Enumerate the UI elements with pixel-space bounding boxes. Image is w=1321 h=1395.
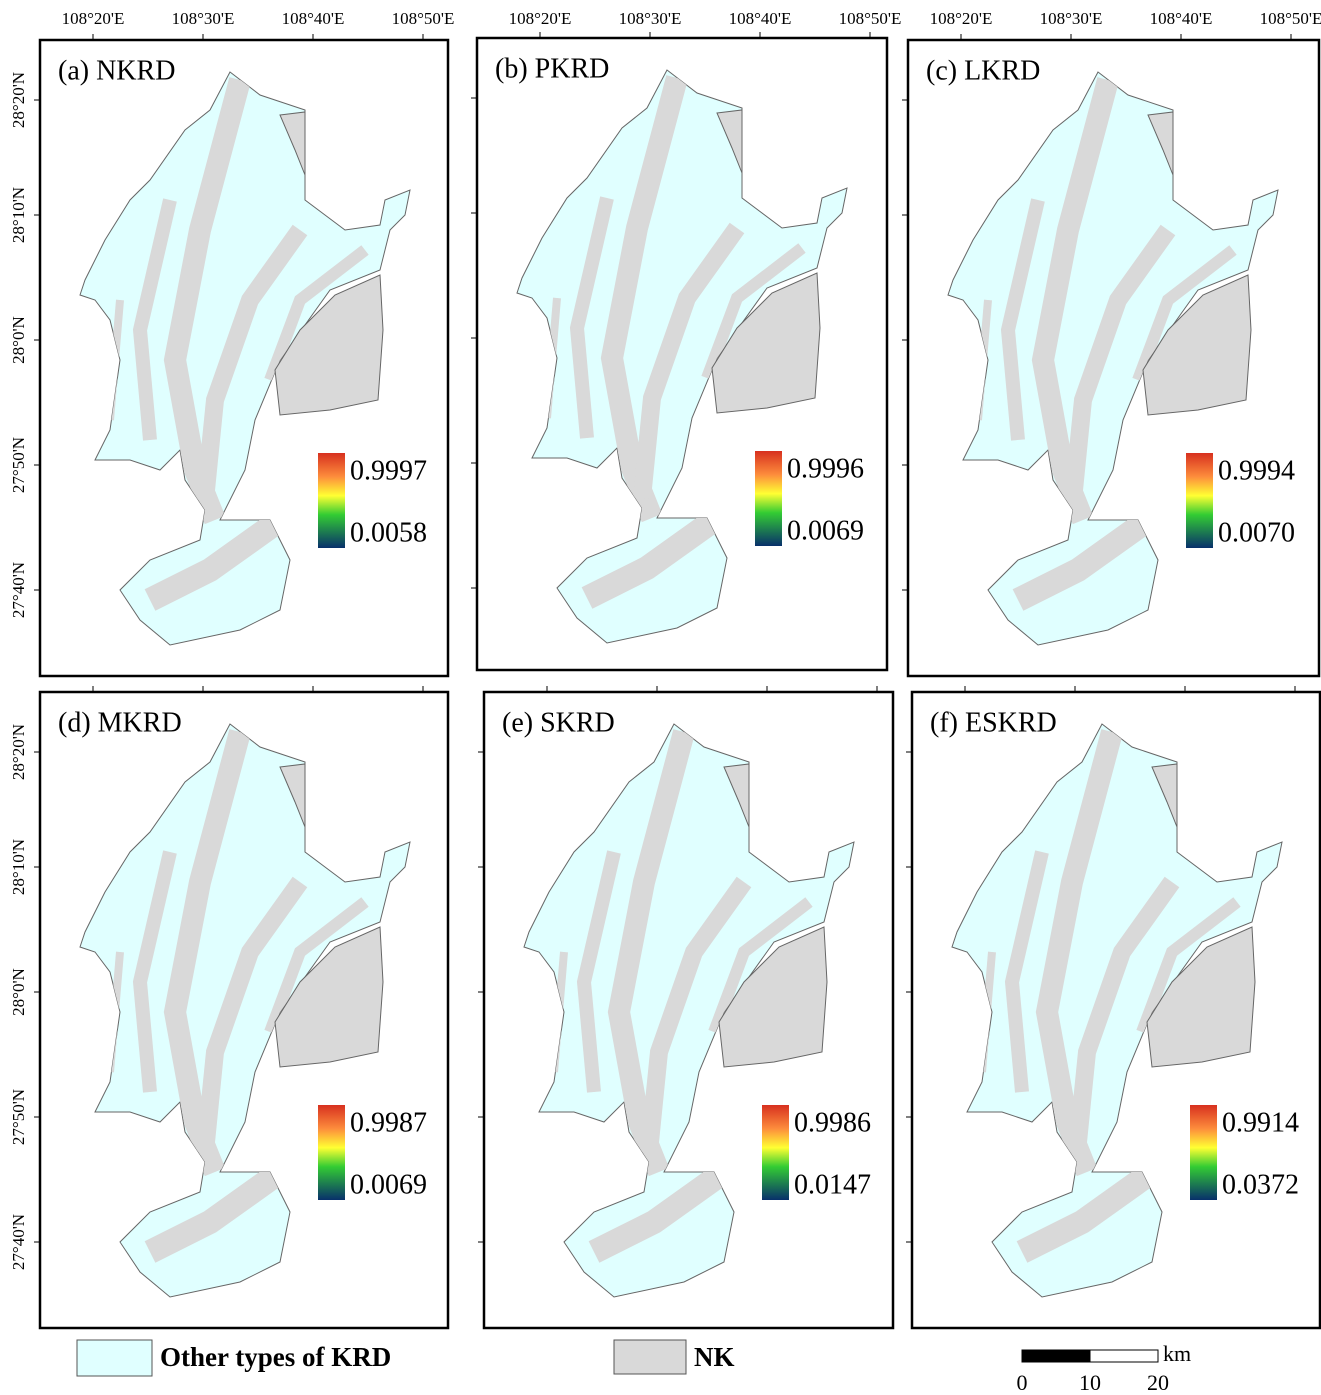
ramp-max: 0.9987	[350, 1107, 427, 1138]
lon-label: 108°50'E	[392, 9, 455, 28]
region-map	[524, 724, 854, 1297]
scale-unit: km	[1163, 1341, 1191, 1366]
lon-label: 108°40'E	[282, 9, 345, 28]
ramp-min: 0.0070	[1218, 517, 1295, 548]
lon-label: 108°50'E	[1260, 9, 1321, 28]
panel-label: (b) PKRD	[495, 53, 609, 84]
panel-label: (e) SKRD	[502, 707, 615, 738]
panel-label: (a) NKRD	[58, 55, 175, 86]
region-map	[517, 70, 847, 643]
legend: Other types of KRD NK	[77, 1340, 735, 1376]
lon-label: 108°30'E	[619, 9, 682, 28]
lon-label: 108°20'E	[62, 9, 125, 28]
ramp-min: 0.0069	[787, 515, 864, 546]
map-panel: (b) PKRD 0.9996 0.0069 108°20'E 108°30'E 108°…	[471, 9, 901, 670]
legend-swatch	[77, 1340, 152, 1376]
panel-label: (d) MKRD	[58, 707, 182, 738]
color-ramp	[755, 451, 782, 546]
lat-label: 28°10'N	[9, 187, 28, 243]
color-ramp	[318, 453, 345, 548]
figure: (a) NKRD 0.9997 0.0058 108°20'E 108°30'E 108°…	[0, 0, 1321, 1395]
ramp-min: 0.0147	[794, 1169, 871, 1200]
ramp-max: 0.9986	[794, 1107, 871, 1138]
map-panel: (f) ESKRD 0.9914 0.0372	[906, 686, 1320, 1328]
region-map	[948, 72, 1278, 645]
lat-label: 28°20'N	[9, 72, 28, 128]
ramp-min: 0.0058	[350, 517, 427, 548]
lat-label: 27°50'N	[9, 1089, 28, 1145]
panel-label: (c) LKRD	[926, 55, 1040, 86]
scale-segment	[1090, 1350, 1158, 1362]
ramp-min: 0.0069	[350, 1169, 427, 1200]
color-ramp	[1186, 453, 1213, 548]
map-panel: (a) NKRD 0.9997 0.0058 108°20'E 108°30'E 108°…	[9, 9, 454, 676]
color-ramp	[762, 1105, 789, 1200]
region-map	[952, 724, 1282, 1297]
ramp-min: 0.0372	[1222, 1169, 1299, 1200]
panel-label: (f) ESKRD	[930, 707, 1057, 738]
lat-label: 28°20'N	[9, 724, 28, 780]
lon-label: 108°50'E	[839, 9, 902, 28]
region-map	[80, 724, 410, 1297]
legend-label: Other types of KRD	[160, 1342, 391, 1372]
scale-tick: 0	[1017, 1370, 1028, 1395]
map-panel: (c) LKRD 0.9994 0.0070 108°20'E 108°30'E 108°…	[902, 9, 1321, 676]
legend-swatch	[614, 1340, 686, 1374]
lon-label: 108°40'E	[729, 9, 792, 28]
lat-label: 27°50'N	[9, 437, 28, 493]
lat-label: 28°0'N	[9, 968, 28, 1016]
legend-label: NK	[694, 1342, 735, 1372]
scale-segment	[1022, 1350, 1090, 1362]
ramp-max: 0.9997	[350, 455, 427, 486]
color-ramp	[1190, 1105, 1217, 1200]
lat-label: 28°0'N	[9, 316, 28, 364]
lon-label: 108°20'E	[930, 9, 993, 28]
region-map	[80, 72, 410, 645]
lon-label: 108°30'E	[1040, 9, 1103, 28]
lon-label: 108°40'E	[1150, 9, 1213, 28]
ramp-max: 0.9996	[787, 453, 864, 484]
lon-label: 108°30'E	[172, 9, 235, 28]
panels: (a) NKRD 0.9997 0.0058 108°20'E 108°30'E 108°…	[9, 9, 1321, 1328]
lat-label: 27°40'N	[9, 562, 28, 618]
color-ramp	[318, 1105, 345, 1200]
lon-label: 108°20'E	[509, 9, 572, 28]
map-panel: (e) SKRD 0.9986 0.0147	[478, 686, 893, 1328]
scale-tick: 20	[1147, 1370, 1169, 1395]
lat-label: 28°10'N	[9, 839, 28, 895]
scale-tick: 10	[1079, 1370, 1101, 1395]
lat-label: 27°40'N	[9, 1214, 28, 1270]
map-panel: (d) MKRD 0.9987 0.0069 28°20'N 28°10'N 28°0'N…	[9, 686, 448, 1328]
scale-bar: km 0 10 20	[1017, 1341, 1192, 1395]
ramp-max: 0.9914	[1222, 1107, 1299, 1138]
ramp-max: 0.9994	[1218, 455, 1295, 486]
